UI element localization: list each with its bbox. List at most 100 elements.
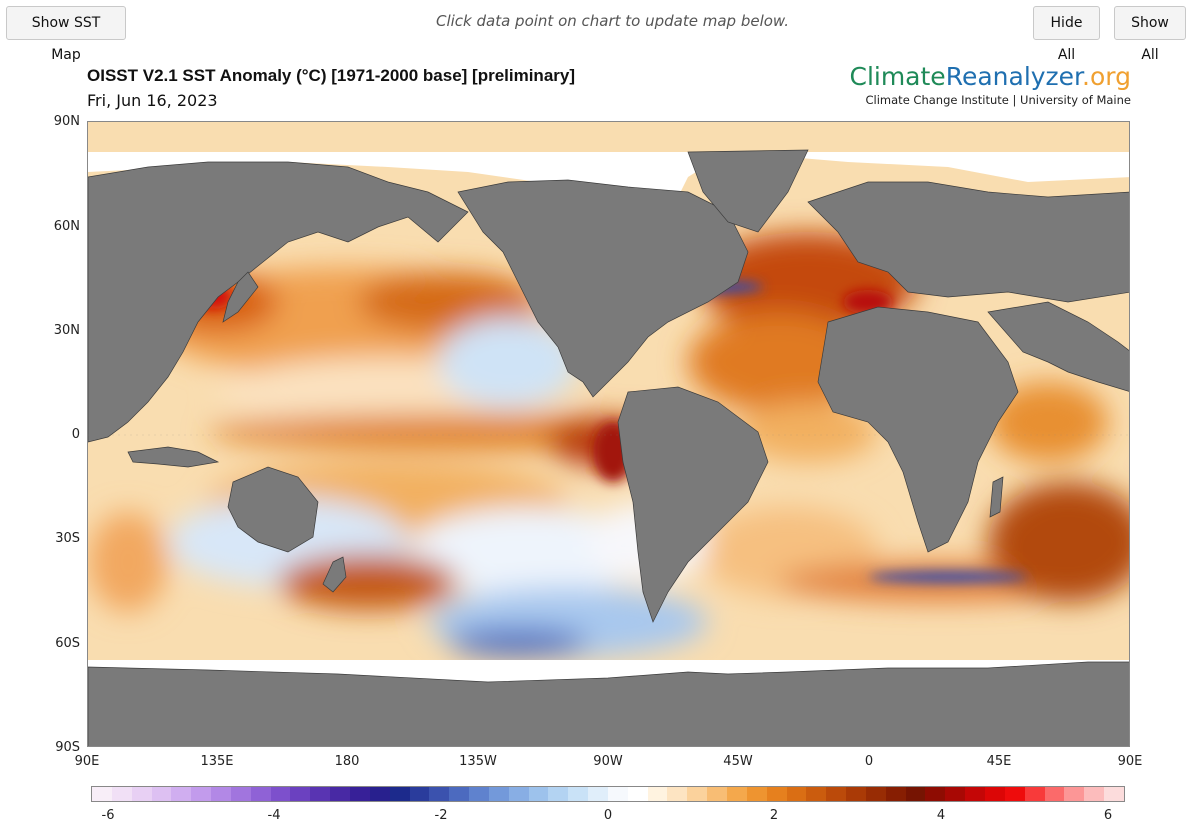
lon-label-135e: 135E [200, 754, 234, 769]
colorbar-swatch [330, 787, 350, 801]
landmasses [88, 149, 1129, 746]
colorbar-swatch [151, 787, 172, 801]
colorbar-swatch [687, 787, 708, 801]
colorbar-swatch [925, 787, 946, 801]
colorbar-swatch [984, 787, 1005, 801]
map-title: OISST V2.1 SST Anomaly (°C) [1971-2000 b… [87, 66, 576, 85]
colorbar-swatch [1044, 787, 1065, 801]
new-zealand [322, 556, 347, 593]
lat-label-60s: 60S [55, 636, 80, 651]
anomaly-colorbar [91, 786, 1125, 802]
indonesia [127, 446, 220, 468]
colorbar-swatch [945, 787, 966, 801]
middle-east-india [987, 301, 1129, 392]
colorbar-swatch [469, 787, 489, 801]
colorbar-swatch [349, 787, 370, 801]
hide-all-button[interactable]: Hide All [1033, 6, 1100, 63]
lat-label-30s: 30S [55, 531, 80, 546]
greenland [687, 149, 809, 233]
colorbar-swatch [548, 787, 569, 801]
colorbar-label-minus6: -6 [101, 808, 115, 823]
colorbar-swatch [667, 787, 688, 801]
colorbar-swatch [1104, 787, 1124, 801]
colorbar-swatch [786, 787, 807, 801]
colorbar-swatch [369, 787, 390, 801]
colorbar-swatch [965, 787, 985, 801]
colorbar-swatch [528, 787, 549, 801]
lon-label-45w: 45W [723, 754, 753, 769]
colorbar-swatch [92, 787, 112, 801]
colorbar-swatch [389, 787, 410, 801]
colorbar-swatch [865, 787, 886, 801]
logo-part-reanalyzer: Reanalyzer [945, 62, 1083, 91]
colorbar-swatch [270, 787, 291, 801]
colorbar-swatch [568, 787, 589, 801]
north-america [457, 179, 749, 398]
logo-part-org: .org [1082, 62, 1131, 91]
show-sst-map-button[interactable]: Show SST Map [6, 6, 126, 63]
colorbar-swatch [449, 787, 470, 801]
lon-label-90e-right: 90E [1117, 754, 1143, 769]
colorbar-label-4: 4 [936, 808, 946, 823]
colorbar-swatch [627, 787, 648, 801]
colorbar-swatch [588, 787, 608, 801]
antarctica [88, 661, 1129, 746]
sst-anomaly-map[interactable] [87, 121, 1130, 747]
colorbar-swatch [211, 787, 231, 801]
lat-label-90s: 90S [55, 740, 80, 755]
colorbar-swatch [111, 787, 132, 801]
chart-hint-text: Click data point on chart to update map … [435, 12, 789, 30]
colorbar-swatch [727, 787, 747, 801]
colorbar-label-6: 6 [1103, 808, 1113, 823]
lat-label-90n: 90N [53, 114, 80, 129]
africa [817, 306, 1019, 553]
colorbar-swatch [746, 787, 767, 801]
colorbar-swatch [647, 787, 668, 801]
colorbar-swatch [905, 787, 926, 801]
colorbar-label-2: 2 [769, 808, 779, 823]
colorbar-swatch [1004, 787, 1025, 801]
lon-label-135w: 135W [459, 754, 497, 769]
colorbar-swatch [846, 787, 866, 801]
australia [227, 466, 319, 553]
colorbar-swatch [885, 787, 906, 801]
colorbar-swatch [766, 787, 787, 801]
colorbar-swatch [250, 787, 271, 801]
asia-east [88, 161, 469, 443]
colorbar-label-0: 0 [603, 808, 613, 823]
colorbar-swatch [191, 787, 212, 801]
climate-reanalyzer-logo[interactable]: ClimateReanalyzer.org [849, 62, 1131, 91]
lat-label-0: 0 [71, 427, 80, 442]
lon-label-90e-left: 90E [74, 754, 100, 769]
colorbar-swatch [707, 787, 727, 801]
colorbar-swatch [826, 787, 847, 801]
lat-label-60n: 60N [53, 219, 80, 234]
colorbar-swatch [607, 787, 628, 801]
show-all-button[interactable]: Show All [1114, 6, 1186, 63]
colorbar-swatch [1064, 787, 1085, 801]
colorbar-swatch [508, 787, 529, 801]
colorbar-swatch [171, 787, 192, 801]
colorbar-swatch [409, 787, 430, 801]
colorbar-label-minus2: -2 [434, 808, 448, 823]
map-date: Fri, Jun 16, 2023 [87, 91, 218, 110]
lon-label-90w: 90W [593, 754, 623, 769]
south-america [617, 386, 769, 623]
colorbar-swatch [230, 787, 251, 801]
madagascar [989, 476, 1004, 518]
colorbar-swatch [290, 787, 311, 801]
brand-block: ClimateReanalyzer.org Climate Change Ins… [849, 62, 1131, 107]
colorbar-swatch [310, 787, 331, 801]
colorbar-swatch [131, 787, 152, 801]
japan [222, 271, 259, 323]
colorbar-label-minus4: -4 [267, 808, 281, 823]
colorbar-swatch [488, 787, 509, 801]
europe [807, 181, 1129, 303]
lon-label-180: 180 [334, 754, 360, 769]
colorbar-swatch [429, 787, 450, 801]
brand-subtitle: Climate Change Institute | University of… [865, 93, 1131, 107]
lon-label-45e: 45E [986, 754, 1012, 769]
logo-part-climate: Climate [849, 62, 946, 91]
colorbar-swatch [1024, 787, 1045, 801]
colorbar-swatch [806, 787, 827, 801]
